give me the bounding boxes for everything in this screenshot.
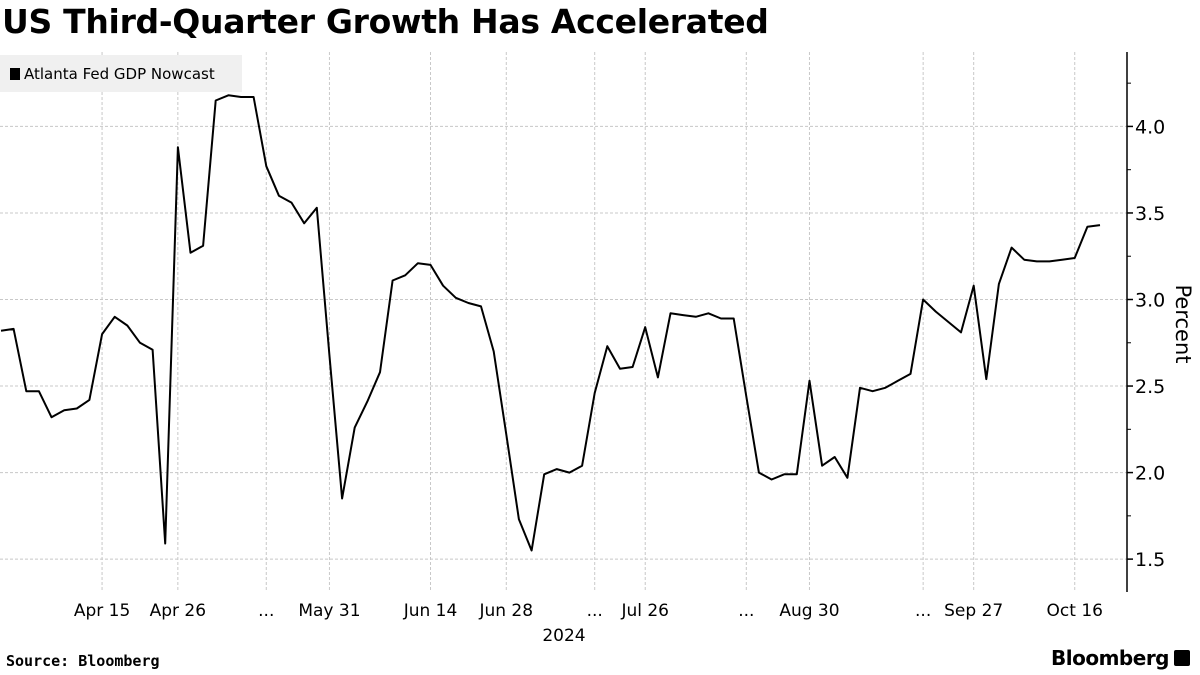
bloomberg-logo: Bloomberg <box>1051 646 1190 670</box>
chart-title: US Third-Quarter Growth Has Accelerated <box>2 2 769 41</box>
y-tick-label: 1.5 <box>1135 549 1165 571</box>
logo-mark-icon <box>1174 650 1190 666</box>
source-note: Source: Bloomberg <box>6 652 160 670</box>
x-tick-label: ... <box>258 601 274 621</box>
series-line-atlanta-fed-gdp-nowcast <box>0 94 1101 552</box>
x-tick-label: Jun 28 <box>478 601 533 621</box>
legend-swatch <box>10 67 20 80</box>
y-tick-label: 4.0 <box>1135 116 1165 138</box>
y-tick-label: 2.0 <box>1135 463 1165 485</box>
legend: Atlanta Fed GDP Nowcast <box>0 55 242 92</box>
x-tick-label: Jul 26 <box>620 601 669 621</box>
logo-text: Bloomberg <box>1051 646 1169 670</box>
x-tick-label: Jun 14 <box>403 601 458 621</box>
y-axis-label: Percent <box>1171 284 1195 363</box>
x-tick-label: Oct 16 <box>1047 601 1103 621</box>
x-tick-label: Apr 26 <box>150 601 206 621</box>
y-tick-label: 2.5 <box>1135 376 1165 398</box>
legend-label: Atlanta Fed GDP Nowcast <box>24 64 215 83</box>
x-tick-label: Apr 15 <box>74 601 130 621</box>
y-axis: 1.5 2.0 2.5 3.0 3.5 4.0 <box>1126 52 1165 592</box>
gridlines <box>0 52 1127 592</box>
x-tick-label: Aug 30 <box>779 601 839 621</box>
y-tick-label: 3.5 <box>1135 203 1165 225</box>
x-axis-label: 2024 <box>542 626 585 646</box>
x-axis: Apr 15 Apr 26... May 31 Jun 14 Jun 28... Jul … <box>74 601 1103 621</box>
y-tick-label: 3.0 <box>1135 290 1165 312</box>
x-tick-label: Sep 27 <box>944 601 1003 621</box>
x-tick-label: ... <box>587 601 603 621</box>
x-tick-label: ... <box>915 601 931 621</box>
x-tick-label: May 31 <box>298 601 360 621</box>
x-tick-label: ... <box>738 601 754 621</box>
